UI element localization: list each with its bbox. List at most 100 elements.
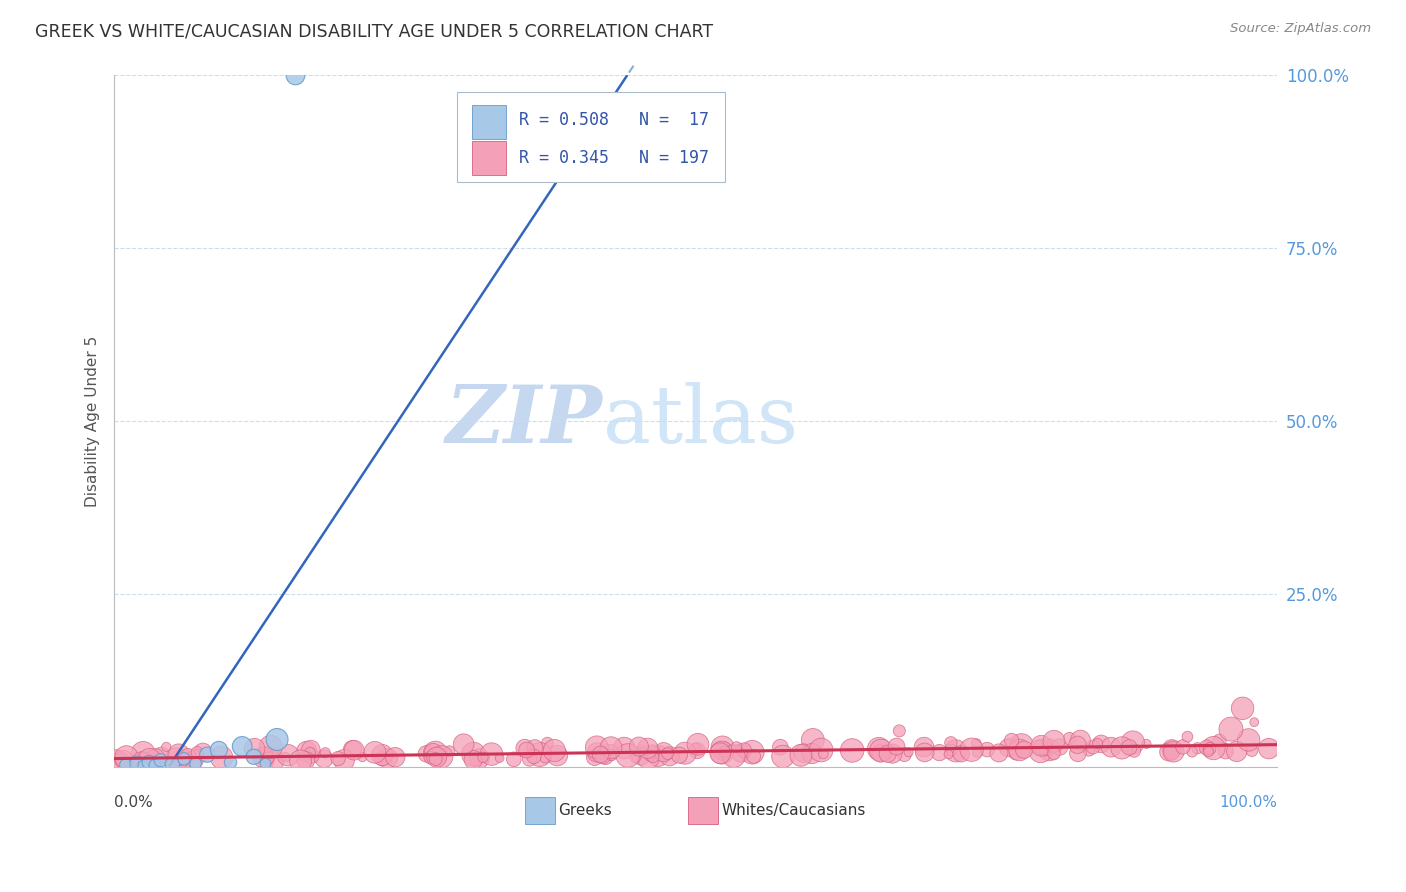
Point bbox=[277, 748, 299, 763]
Point bbox=[112, 752, 135, 766]
Point bbox=[314, 752, 336, 766]
Point bbox=[132, 746, 155, 760]
Point bbox=[415, 747, 437, 761]
Point bbox=[546, 748, 568, 763]
Point bbox=[600, 740, 623, 755]
Point bbox=[628, 744, 651, 758]
Point bbox=[262, 754, 284, 768]
Point bbox=[585, 746, 607, 760]
Point bbox=[516, 743, 538, 757]
Point bbox=[1157, 745, 1180, 759]
Point bbox=[523, 740, 546, 755]
Point bbox=[1177, 730, 1199, 744]
Point bbox=[523, 749, 546, 764]
Point bbox=[260, 739, 283, 754]
Point bbox=[713, 745, 735, 759]
Point bbox=[1198, 741, 1220, 756]
Point bbox=[912, 739, 935, 754]
Point bbox=[425, 752, 447, 766]
Point bbox=[195, 747, 218, 762]
Point bbox=[889, 723, 911, 738]
FancyBboxPatch shape bbox=[457, 92, 725, 182]
Point bbox=[1087, 737, 1109, 751]
Point bbox=[950, 747, 973, 761]
Point bbox=[886, 739, 908, 754]
Point bbox=[1171, 739, 1194, 754]
Text: 0.0%: 0.0% bbox=[114, 795, 153, 810]
Point bbox=[529, 747, 551, 762]
Point bbox=[1232, 701, 1254, 715]
Point bbox=[1049, 739, 1071, 754]
Point bbox=[256, 755, 278, 769]
Point bbox=[519, 752, 541, 766]
Point bbox=[299, 749, 322, 764]
FancyBboxPatch shape bbox=[472, 141, 506, 175]
Point bbox=[231, 739, 253, 754]
Text: atlas: atlas bbox=[603, 382, 797, 460]
Point bbox=[155, 739, 177, 754]
Point bbox=[187, 747, 209, 762]
Point bbox=[371, 752, 394, 766]
Point bbox=[652, 745, 675, 759]
Point bbox=[1099, 740, 1122, 755]
Point bbox=[595, 750, 617, 764]
Point bbox=[589, 747, 612, 762]
Point bbox=[299, 742, 322, 756]
Point bbox=[342, 742, 364, 756]
Point bbox=[1198, 745, 1220, 759]
Point bbox=[430, 749, 453, 764]
Point bbox=[647, 748, 669, 763]
Point bbox=[914, 746, 936, 760]
Point bbox=[513, 741, 536, 756]
Point bbox=[371, 747, 394, 762]
Point bbox=[733, 743, 755, 757]
Text: Greeks: Greeks bbox=[558, 804, 613, 818]
Point bbox=[627, 739, 650, 754]
Text: GREEK VS WHITE/CAUCASIAN DISABILITY AGE UNDER 5 CORRELATION CHART: GREEK VS WHITE/CAUCASIAN DISABILITY AGE … bbox=[35, 22, 713, 40]
Point bbox=[333, 753, 356, 767]
Point bbox=[868, 742, 890, 756]
Point bbox=[1122, 735, 1144, 749]
Point bbox=[425, 746, 447, 760]
Point bbox=[257, 751, 280, 765]
Point bbox=[1011, 739, 1033, 753]
Point bbox=[928, 746, 950, 760]
Point bbox=[472, 750, 495, 764]
Point bbox=[997, 740, 1019, 755]
Point bbox=[290, 754, 312, 768]
Point bbox=[1004, 747, 1026, 761]
Point bbox=[1067, 746, 1090, 760]
Point bbox=[543, 743, 565, 757]
Point bbox=[583, 750, 606, 764]
Point bbox=[1160, 742, 1182, 756]
Point bbox=[502, 752, 524, 766]
Point bbox=[1043, 734, 1066, 748]
Point bbox=[343, 743, 366, 757]
Point bbox=[481, 747, 503, 761]
Point bbox=[114, 758, 136, 772]
Point bbox=[173, 752, 195, 766]
Point bbox=[243, 749, 266, 764]
Point bbox=[145, 750, 167, 764]
Point bbox=[945, 744, 967, 758]
Point bbox=[266, 732, 288, 747]
Point bbox=[211, 750, 233, 764]
Point bbox=[801, 733, 824, 747]
Point bbox=[425, 748, 447, 763]
Point bbox=[314, 746, 336, 760]
Point bbox=[742, 749, 765, 764]
Point bbox=[219, 756, 242, 770]
Text: Source: ZipAtlas.com: Source: ZipAtlas.com bbox=[1230, 22, 1371, 36]
Point bbox=[641, 749, 664, 764]
Point bbox=[274, 750, 297, 764]
Point bbox=[422, 745, 444, 759]
Point bbox=[1000, 733, 1022, 747]
Point bbox=[1090, 737, 1112, 751]
Text: ZIP: ZIP bbox=[446, 383, 603, 459]
Point bbox=[893, 747, 915, 762]
Point bbox=[131, 755, 153, 769]
Point bbox=[1008, 743, 1031, 757]
Point bbox=[869, 746, 891, 760]
Point bbox=[730, 746, 752, 760]
Point bbox=[1240, 743, 1263, 757]
